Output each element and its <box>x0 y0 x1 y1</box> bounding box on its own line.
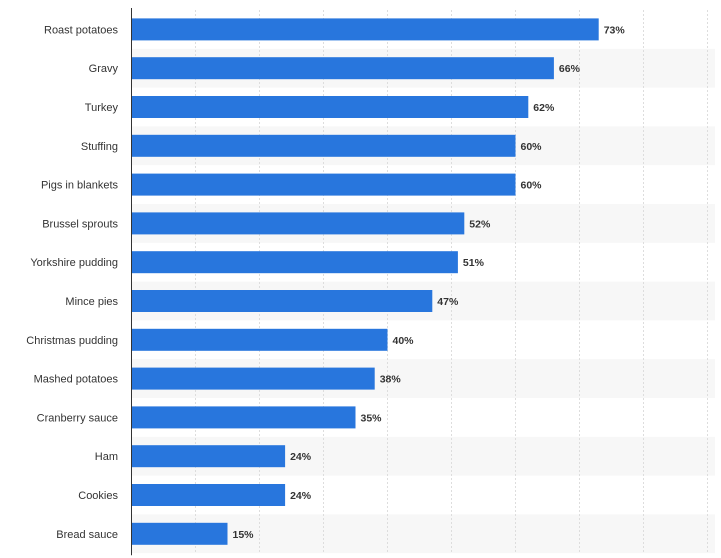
value-label: 62% <box>533 102 555 114</box>
category-label: Gravy <box>89 63 119 75</box>
category-labels: Roast potatoes Gravy Turkey Stuffing Pigs in… <box>26 24 118 540</box>
bar[interactable] <box>131 290 433 312</box>
value-label: 15% <box>233 529 255 541</box>
bar[interactable] <box>131 96 529 118</box>
value-labels: 73% 66% 62% 60% 60% 52% 51% 47% 40% 38% 35% 24% 24% 1… <box>233 24 626 540</box>
bar[interactable] <box>131 406 356 429</box>
value-label: 38% <box>380 374 402 386</box>
bar[interactable] <box>131 445 286 468</box>
value-label: 60% <box>521 180 543 192</box>
category-label: Mashed potatoes <box>34 374 119 386</box>
category-label: Turkey <box>85 102 119 114</box>
value-label: 47% <box>437 296 459 308</box>
bar[interactable] <box>131 328 388 351</box>
value-label: 60% <box>521 141 543 153</box>
bar[interactable] <box>131 57 554 80</box>
bar[interactable] <box>131 251 458 274</box>
bar[interactable] <box>131 212 465 235</box>
bar[interactable] <box>131 173 516 196</box>
value-label: 40% <box>393 335 415 347</box>
value-label: 24% <box>290 490 312 502</box>
value-label: 24% <box>290 451 312 463</box>
bar[interactable] <box>131 18 599 41</box>
category-label: Roast potatoes <box>44 24 118 36</box>
value-label: 51% <box>463 257 485 269</box>
category-label: Mince pies <box>65 296 118 308</box>
category-label: Ham <box>95 451 118 463</box>
value-label: 73% <box>604 24 626 36</box>
category-label: Cookies <box>78 490 118 502</box>
category-label: Brussel sprouts <box>42 218 118 230</box>
row-band <box>131 514 715 554</box>
category-label: Stuffing <box>81 141 118 153</box>
category-label: Pigs in blankets <box>41 180 119 192</box>
bar[interactable] <box>131 367 375 390</box>
category-label: Cranberry sauce <box>37 412 118 424</box>
value-label: 35% <box>361 412 383 424</box>
value-label: 52% <box>469 218 491 230</box>
bar[interactable] <box>131 484 286 506</box>
bars <box>131 18 599 545</box>
category-label: Yorkshire pudding <box>30 257 118 269</box>
value-label: 66% <box>559 63 581 75</box>
bar[interactable] <box>131 134 516 157</box>
category-label: Christmas pudding <box>26 335 118 347</box>
category-label: Bread sauce <box>56 529 118 541</box>
bar[interactable] <box>131 522 228 545</box>
